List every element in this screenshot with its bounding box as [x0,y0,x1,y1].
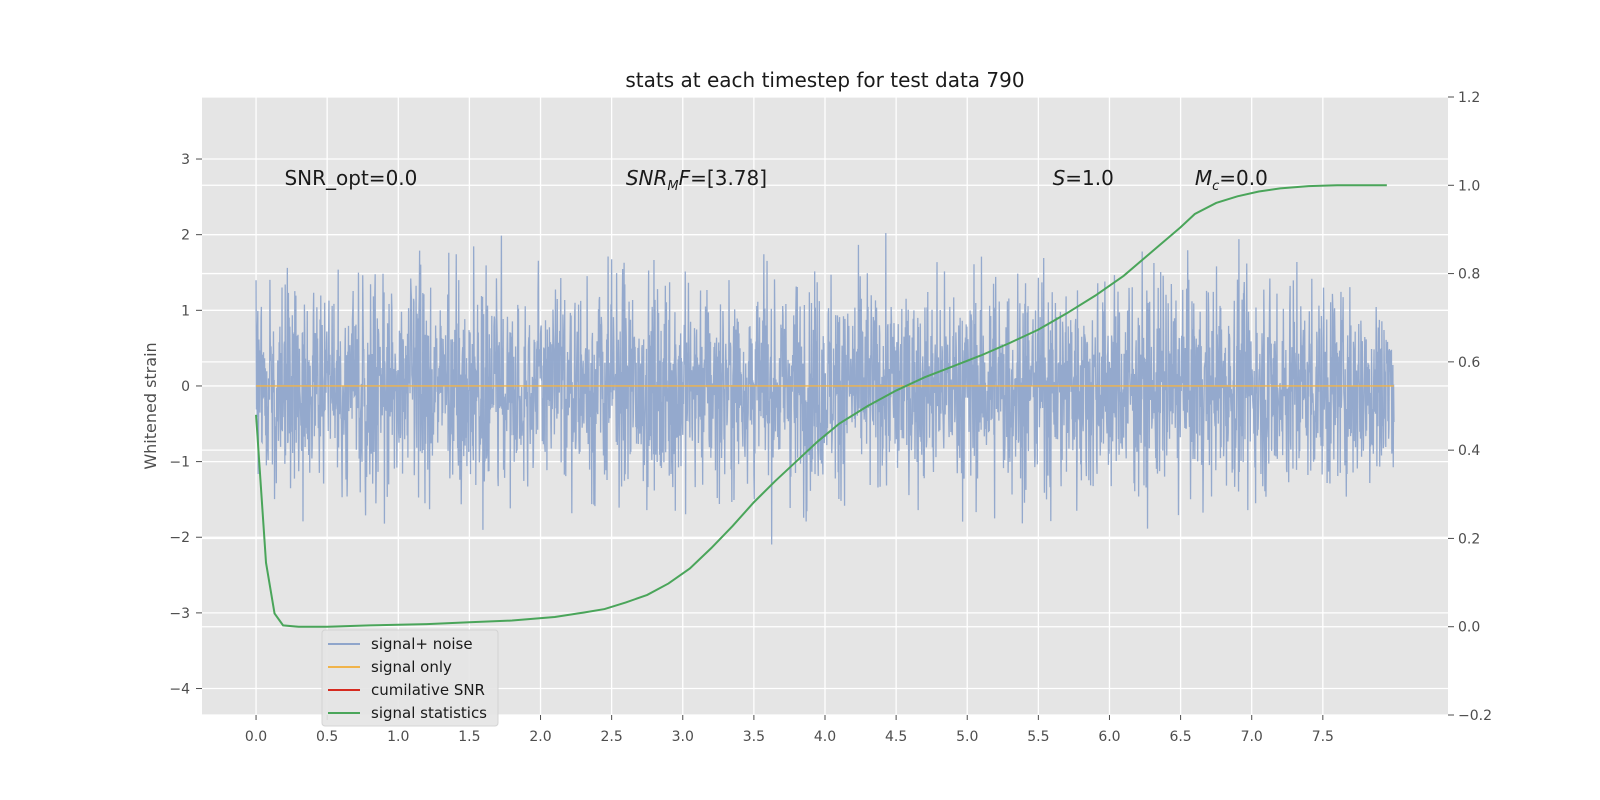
x-tick-label: 6.5 [1169,729,1191,745]
x-tick-label: 0.0 [245,729,267,745]
stats-trace [255,184,1387,628]
x-tick-label: 0.5 [316,729,338,745]
legend-label: cumilative SNR [371,681,485,699]
y2-tick-label: 0.4 [1458,443,1480,459]
x-tick-label: 2.0 [529,729,551,745]
annotations: SNR_opt=0.0 SNRMF=[3.78] S=1.0 Mc=0.0 [284,166,1267,194]
x-tick-label: 1.5 [458,729,480,745]
signal-statistics-line [255,184,1387,628]
y2-tick-label: 0.6 [1458,355,1480,371]
y-tick-label: 2 [181,228,190,244]
legend: signal+ noise signal only cumilative SNR si… [321,629,499,727]
x-tick-label: 3.0 [672,729,694,745]
legend-label: signal statistics [371,704,487,722]
y-tick-label: 3 [181,152,190,168]
x-tick-label: 5.0 [956,729,978,745]
annotation-snr-opt: SNR_opt=0.0 [284,166,417,190]
y2-tick-label: 0.0 [1458,620,1480,636]
signal-plus-noise-line [255,233,1395,545]
y-axis-right: 1.2 1.0 0.8 0.6 0.4 0.2 0.0 −0.2 [1448,90,1492,724]
legend-label: signal only [371,658,452,676]
chart-title: stats at each timestep for test data 790 [625,68,1024,92]
annotation-mc-val: Mc=0.0 [1195,166,1268,194]
annotation-snr-mf: SNRMF=[3.78] [626,166,767,194]
x-axis: 0.0 0.5 1.0 1.5 2.0 2.5 3.0 3.5 4.0 4.5 5.0 5.5 6.0 6… [245,715,1334,745]
y-axis-left: 3 2 1 0 −1 −2 −3 −4 [169,152,202,698]
x-tick-label: 4.0 [814,729,836,745]
y2-tick-label: −0.2 [1458,708,1492,724]
x-tick-label: 7.0 [1241,729,1263,745]
legend-box [321,629,499,727]
noise-trace [255,233,1395,545]
y-tick-label: −2 [169,530,190,546]
legend-label: signal+ noise [371,635,473,653]
y2-tick-label: 0.8 [1458,267,1480,283]
y-tick-label: 0 [181,379,190,395]
y-tick-label: −4 [169,682,190,698]
y2-tick-label: 1.0 [1458,178,1480,194]
x-tick-label: 6.0 [1098,729,1120,745]
y-tick-label: −1 [169,455,190,471]
x-tick-label: 3.5 [743,729,765,745]
y-axis-label: Whitened strain [141,342,160,469]
x-tick-label: 4.5 [885,729,907,745]
y-tick-label: 1 [181,303,190,319]
x-tick-label: 1.0 [387,729,409,745]
annotation-s-val: S=1.0 [1053,166,1114,190]
y2-tick-label: 0.2 [1458,531,1480,547]
x-tick-label: 5.5 [1027,729,1049,745]
y-tick-label: −3 [169,606,190,622]
x-tick-label: 2.5 [601,729,623,745]
y2-tick-label: 1.2 [1458,90,1480,106]
x-tick-label: 7.5 [1312,729,1334,745]
